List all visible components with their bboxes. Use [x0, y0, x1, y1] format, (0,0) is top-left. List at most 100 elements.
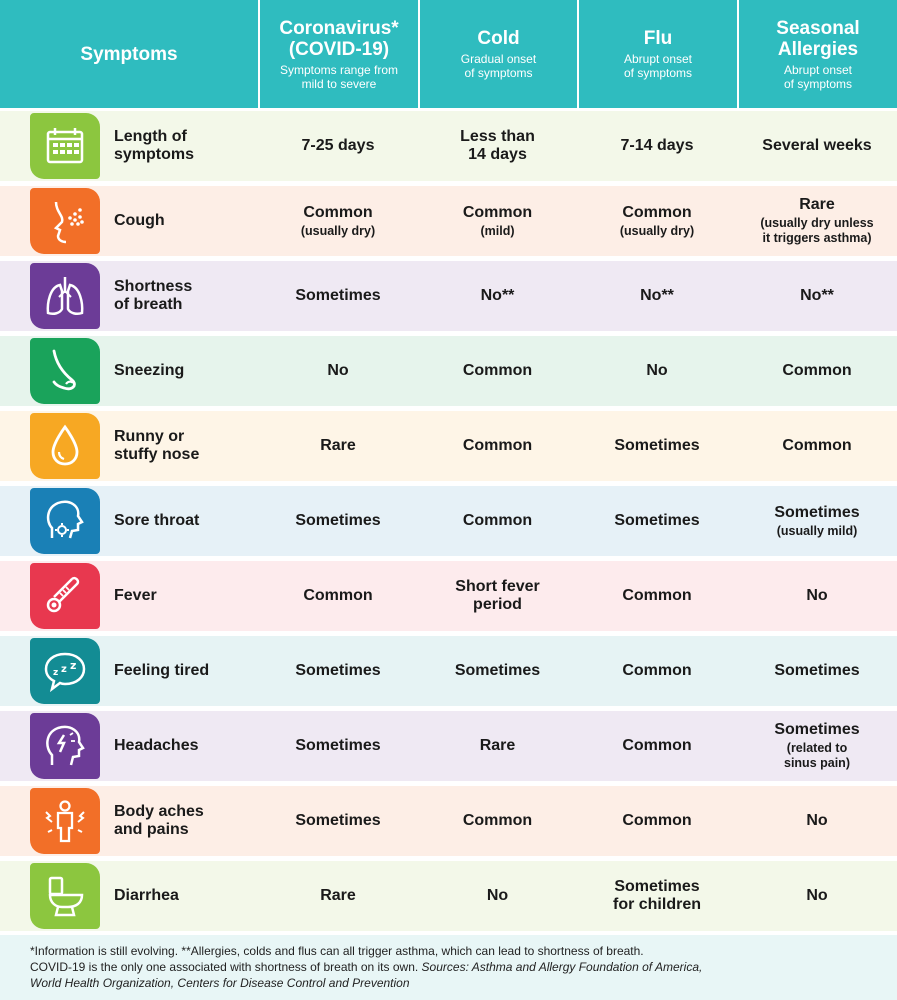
table-cell: 7-14 days	[577, 111, 737, 181]
table-cell: Common	[418, 336, 577, 406]
symptom-label: Fever	[114, 561, 254, 631]
table-cell: Common	[577, 561, 737, 631]
footnote-text: COVID-19 is the only one associated with…	[30, 960, 422, 974]
header-subtitle: Gradual onset	[460, 52, 537, 66]
toilet-icon	[30, 863, 100, 929]
table-cell: No**	[737, 261, 897, 331]
symptom-label-line: Fever	[114, 587, 157, 604]
symptom-label-line: Diarrhea	[114, 887, 179, 904]
table-row: Cough Common (usually dry) Common (mild) Comm…	[0, 186, 897, 256]
table-cell: Less than 14 days	[418, 111, 577, 181]
cell-value: Common	[303, 203, 373, 221]
cell-note: (usually dry unless	[760, 216, 874, 230]
table-cell: Rare	[418, 711, 577, 781]
cell-value: Rare	[320, 887, 356, 904]
cell-note: sinus pain)	[784, 756, 850, 770]
footnote-sources: World Health Organization, Centers for D…	[30, 976, 410, 990]
cell-value: Common	[462, 203, 533, 221]
header-allergies: Seasonal Allergies Abrupt onset of sympt…	[737, 0, 897, 108]
cell-value: 7-25 days	[301, 137, 375, 154]
table-row: Shortness of breath Sometimes No** No** No**	[0, 261, 897, 331]
table-cell: Common	[577, 636, 737, 706]
table-cell: 7-25 days	[258, 111, 418, 181]
table-cell: Several weeks	[737, 111, 897, 181]
header-subtitle: of symptoms	[623, 66, 692, 80]
cell-value: No	[806, 887, 828, 904]
table-cell: No	[418, 861, 577, 931]
header-title: Allergies	[777, 38, 859, 60]
table-cell: Common	[258, 561, 418, 631]
table-cell: Sometimes (related to sinus pain)	[737, 711, 897, 781]
table-cell: Sometimes	[577, 411, 737, 481]
footnote-line: COVID-19 is the only one associated with…	[30, 959, 869, 975]
cell-value: Short fever	[455, 578, 540, 595]
table-cell: Sometimes	[258, 786, 418, 856]
symptom-label: Cough	[114, 186, 254, 256]
lungs-icon	[30, 263, 100, 329]
header-subtitle: Symptoms range from	[279, 62, 399, 77]
table-cell: Common	[577, 711, 737, 781]
table-cell: Sometimes	[258, 711, 418, 781]
table-row: Length of symptoms 7-25 days Less than 14 da…	[0, 111, 897, 181]
symptom-label-line: symptoms	[114, 146, 195, 163]
table-row: Headaches Sometimes Rare Common Sometimes (re…	[0, 711, 897, 781]
cell-value: Common	[782, 362, 852, 379]
cell-value: period	[473, 596, 522, 613]
symptom-label-line: Body aches	[114, 803, 204, 820]
body-aches-icon	[30, 788, 100, 854]
header-title: Coronavirus*	[279, 17, 399, 39]
table-cell: Common	[418, 486, 577, 556]
symptom-label-line: Headaches	[114, 737, 199, 754]
table-cell: Sometimes (usually mild)	[737, 486, 897, 556]
table-row: Fever Common Short fever period Common No	[0, 561, 897, 631]
cell-value: Common	[622, 587, 692, 604]
cell-value: Sometimes	[295, 287, 381, 304]
cell-value: Sometimes	[774, 662, 860, 679]
cell-value: Common	[462, 362, 533, 379]
table-cell: Sometimes	[258, 261, 418, 331]
table-cell: Common (mild)	[418, 186, 577, 256]
cell-value: Rare	[320, 437, 356, 454]
throat-icon	[30, 488, 100, 554]
table-header: Symptoms Coronavirus* (COVID-19) Symptom…	[0, 0, 897, 108]
cell-note: (mild)	[480, 223, 515, 238]
symptom-label: Diarrhea	[114, 861, 254, 931]
header-cold: Cold Gradual onset of symptoms	[418, 0, 577, 108]
cell-note: (usually mild)	[776, 523, 858, 538]
cell-value: Sometimes	[295, 662, 381, 679]
cell-note: it triggers asthma)	[762, 231, 872, 245]
cell-value: Several weeks	[762, 137, 872, 154]
cell-value: No**	[640, 287, 674, 304]
table-cell: Sometimes	[258, 486, 418, 556]
cell-value: Common	[303, 587, 373, 604]
cell-value: Sometimes	[454, 662, 541, 679]
header-title: Cold	[477, 28, 520, 49]
header-subtitle: of symptoms	[783, 76, 852, 91]
symptom-label-line: and pains	[114, 821, 189, 838]
header-subtitle: Abrupt onset	[783, 62, 853, 77]
table-cell: Common	[737, 336, 897, 406]
droplet-icon	[30, 413, 100, 479]
symptom-label-line: Shortness	[114, 278, 193, 295]
svg-text:z: z	[70, 659, 76, 672]
symptom-label: Runny or stuffy nose	[114, 411, 254, 481]
footnote-sources: Sources: Asthma and Allergy Foundation o…	[421, 960, 703, 974]
header-subtitle: mild to severe	[301, 76, 377, 91]
table-cell: No	[577, 336, 737, 406]
cell-note: (usually dry)	[619, 223, 695, 238]
footnote-line: World Health Organization, Centers for D…	[30, 975, 869, 991]
cell-value: Less than	[460, 128, 535, 145]
calendar-icon	[30, 113, 100, 179]
table-cell: Rare (usually dry unless it triggers asthm…	[737, 186, 897, 256]
table-cell: Short fever period	[418, 561, 577, 631]
table-cell: Sometimes for children	[577, 861, 737, 931]
table-cell: No	[737, 561, 897, 631]
cell-value: Sometimes	[295, 737, 381, 754]
symptom-label-line: stuffy nose	[114, 446, 200, 463]
cell-value: No	[486, 887, 509, 904]
symptom-label-line: Cough	[114, 212, 165, 229]
header-title: Flu	[643, 28, 673, 49]
thermometer-icon	[30, 563, 100, 629]
header-subtitle: of symptoms	[464, 66, 533, 80]
